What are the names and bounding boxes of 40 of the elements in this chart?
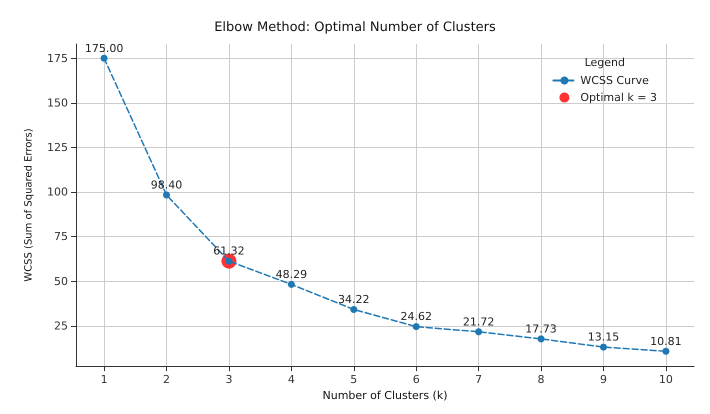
- data-label: 21.72: [462, 315, 494, 328]
- y-tick-label: 175: [47, 52, 68, 65]
- x-tick-label: 5: [350, 373, 358, 386]
- x-tick-label: 10: [658, 373, 673, 386]
- x-axis-title: Number of Clusters (k): [322, 389, 448, 402]
- data-label: 175.00: [84, 42, 124, 55]
- data-label: 34.22: [338, 292, 370, 306]
- x-tick-label: 4: [288, 373, 295, 386]
- point: [163, 191, 170, 198]
- x-tick-label: 3: [225, 373, 232, 386]
- point: [475, 328, 482, 336]
- point: [662, 348, 670, 355]
- y-tick-label: 125: [47, 141, 68, 154]
- legend-label: WCSS Curve: [580, 74, 650, 87]
- chart-title: Elbow Method: Optimal Number of Clusters: [214, 20, 496, 35]
- point: [100, 54, 108, 62]
- data-label: 24.62: [400, 310, 432, 324]
- x-tick-label: 2: [163, 373, 170, 386]
- data-label: 13.15: [588, 330, 620, 344]
- x-tick-label: 8: [538, 373, 545, 386]
- y-tick-label: 50: [54, 274, 68, 288]
- y-tick-label: 75: [54, 230, 68, 244]
- x-tick-label: 9: [600, 373, 607, 386]
- y-tick-label: 150: [47, 96, 68, 110]
- y-tick-label: 100: [47, 186, 68, 199]
- data-label: 48.29: [276, 268, 308, 281]
- x-tick-label: 6: [412, 373, 420, 386]
- data-label: 10.81: [650, 334, 682, 348]
- point: [538, 335, 545, 342]
- legend-label: Optimal k = 3: [580, 91, 658, 104]
- point: [412, 323, 420, 330]
- data-label: 17.73: [525, 322, 557, 336]
- y-tick-label: 25: [54, 319, 68, 332]
- point: [350, 306, 358, 313]
- x-tick-label: 7: [475, 373, 482, 386]
- x-tick-label: 1: [100, 373, 108, 386]
- point: [288, 280, 295, 288]
- y-axis-title: WCSS (Sum of Squared Errors): [24, 128, 34, 282]
- point: [600, 344, 607, 351]
- legend-title: Legend: [584, 56, 626, 69]
